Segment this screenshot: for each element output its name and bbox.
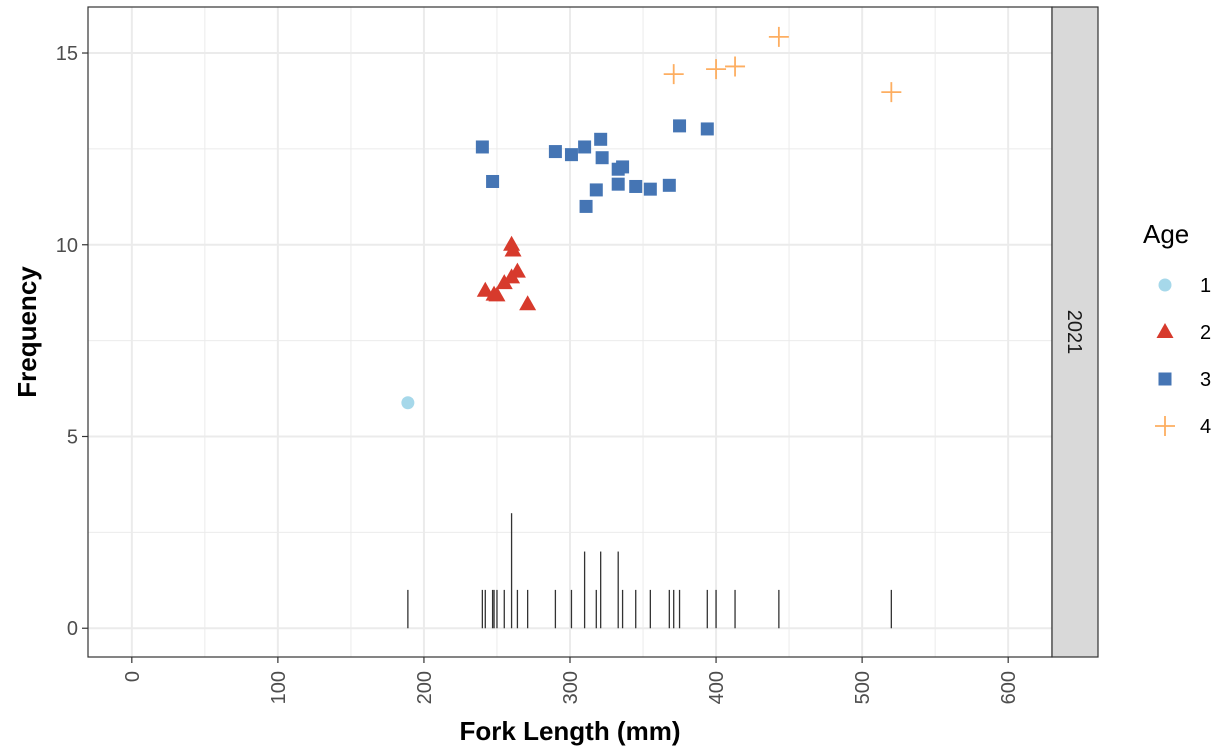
- x-tick-label: 300: [560, 671, 582, 704]
- data-point-age-3: [700, 122, 714, 136]
- facet-strip: 2021: [1051, 6, 1099, 658]
- facet-strip-background: [1051, 6, 1099, 658]
- data-point-age-1: [401, 396, 415, 410]
- data-point-age-2: [488, 286, 506, 302]
- legend: Age 1 2 3 4: [1143, 219, 1211, 438]
- legend-label-age-2: 2: [1200, 322, 1211, 344]
- y-tick-label: 0: [67, 618, 78, 640]
- x-tick-label: 100: [268, 671, 290, 704]
- y-tick-label: 5: [67, 426, 78, 448]
- y-tick-label: 15: [56, 43, 78, 65]
- scatter-points: [401, 26, 902, 410]
- data-point-age-4: [881, 82, 902, 103]
- facet-strip-label: 2021: [1063, 310, 1085, 355]
- data-point-age-3: [673, 119, 687, 133]
- data-point-age-4: [663, 64, 684, 85]
- legend-key-age-1: [1158, 278, 1172, 292]
- data-point-age-2: [504, 241, 522, 257]
- histogram-bars: [407, 513, 892, 629]
- legend-label-age-3: 3: [1200, 369, 1211, 391]
- data-point-age-3: [611, 177, 625, 191]
- data-point-age-2: [476, 281, 494, 297]
- data-point-age-2: [519, 295, 537, 311]
- data-point-age-3: [595, 151, 609, 165]
- x-tick-label: 500: [852, 671, 874, 704]
- data-point-age-3: [548, 145, 562, 159]
- data-point-age-3: [475, 140, 489, 154]
- x-axis-ticks: 0 100 200 300 400 500 600: [122, 657, 1020, 704]
- data-point-age-3: [662, 178, 676, 192]
- data-point-age-3: [616, 160, 630, 174]
- legend-title: Age: [1143, 219, 1189, 249]
- data-point-age-3: [564, 148, 578, 162]
- data-point-age-4: [768, 26, 789, 47]
- y-axis-title: Frequency: [12, 266, 42, 398]
- x-tick-label: 200: [414, 671, 436, 704]
- data-point-age-3: [578, 140, 592, 154]
- y-axis-ticks: 0 5 10 15: [56, 43, 88, 640]
- x-tick-label: 400: [706, 671, 728, 704]
- data-point-age-3: [629, 179, 643, 193]
- data-point-age-3: [579, 199, 593, 213]
- x-tick-label: 600: [998, 671, 1020, 704]
- y-tick-label: 10: [56, 235, 78, 257]
- legend-key-age-4: [1155, 416, 1175, 436]
- x-tick-label: 0: [122, 671, 144, 682]
- x-axis-title: Fork Length (mm): [460, 716, 681, 746]
- data-point-age-4: [706, 59, 727, 80]
- data-point-age-3: [643, 182, 657, 196]
- major-gridlines: [88, 7, 1052, 657]
- legend-label-age-4: 4: [1200, 416, 1211, 438]
- data-point-age-3: [589, 183, 603, 197]
- legend-key-age-3: [1158, 372, 1172, 386]
- data-point-age-2: [508, 262, 526, 278]
- data-point-age-3: [486, 174, 500, 188]
- legend-label-age-1: 1: [1200, 275, 1211, 297]
- data-point-age-3: [594, 132, 608, 146]
- data-point-age-4: [725, 56, 746, 77]
- legend-key-age-2: [1156, 323, 1174, 338]
